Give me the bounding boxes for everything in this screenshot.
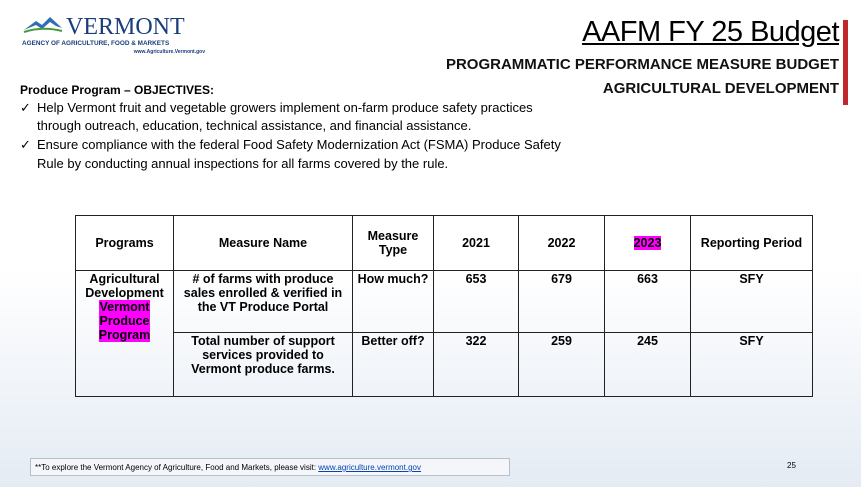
measure-table: Programs Measure Name Measure Type 2021 … <box>75 215 813 397</box>
objective: Ensure compliance with the federal Food … <box>20 136 580 172</box>
cell: SFY <box>690 270 813 333</box>
logo-mountain <box>24 17 62 30</box>
header-cell: Programs <box>75 215 174 271</box>
cell: Better off? <box>352 332 434 397</box>
program-cell: Agricultural Development Vermont Produce … <box>75 270 174 397</box>
objectives-heading: Produce Program – OBJECTIVES: <box>20 83 215 97</box>
row: Total number of support services provide… <box>76 332 813 397</box>
cell: 653 <box>433 270 519 333</box>
accent-bar <box>843 20 848 105</box>
cell: 259 <box>518 332 605 397</box>
header-cell: Measure Name <box>173 215 353 271</box>
header-cell: 2023 <box>604 215 691 271</box>
subtitle: PROGRAMMATIC PERFORMANCE MEASURE BUDGET <box>445 56 839 73</box>
program-text: Agricultural Development <box>85 272 164 300</box>
header-cell: 2022 <box>518 215 605 271</box>
row: Agricultural Development Vermont Produce … <box>75 270 813 397</box>
header-row: Programs Measure Name Measure Type 2021 … <box>75 215 813 271</box>
section: AGRICULTURAL DEVELOPMENT <box>602 80 839 97</box>
objectives-list: Help Vermont fruit and vegetable growers… <box>20 99 580 174</box>
cell: How much? <box>352 270 434 333</box>
title: AAFM FY 25 Budget <box>582 16 839 48</box>
cell: 245 <box>604 332 691 397</box>
cell: Total number of support services provide… <box>173 332 353 397</box>
page-number: 25 <box>787 461 796 470</box>
logo-swoosh <box>23 27 63 33</box>
logo-url: www.Agriculture.Vermont.gov <box>133 49 205 55</box>
cell: 663 <box>604 270 691 333</box>
logo: VERMONT AGENCY OF AGRICULTURE, FOOD & MA… <box>22 14 205 55</box>
footer-text: **To explore the Vermont Agency of Agric… <box>35 463 319 472</box>
header-cell: 2021 <box>433 215 519 271</box>
objective: Help Vermont fruit and vegetable growers… <box>20 99 580 135</box>
footer: **To explore the Vermont Agency of Agric… <box>30 458 510 476</box>
footer-link[interactable]: www.agriculture.vermont.gov <box>318 463 421 472</box>
cell: SFY <box>690 332 813 397</box>
header-cell: Reporting Period <box>690 215 813 271</box>
cell: # of farms with produce sales enrolled &… <box>173 270 353 333</box>
cell: 679 <box>518 270 605 333</box>
cell: 322 <box>433 332 519 397</box>
logo-agency: AGENCY OF AGRICULTURE, FOOD & MARKETS <box>22 40 170 47</box>
logo-name: VERMONT <box>66 14 185 40</box>
header-cell: Measure Type <box>352 215 434 271</box>
header-text: 2023 <box>633 236 662 250</box>
program-text: Vermont Produce Program <box>98 300 151 342</box>
